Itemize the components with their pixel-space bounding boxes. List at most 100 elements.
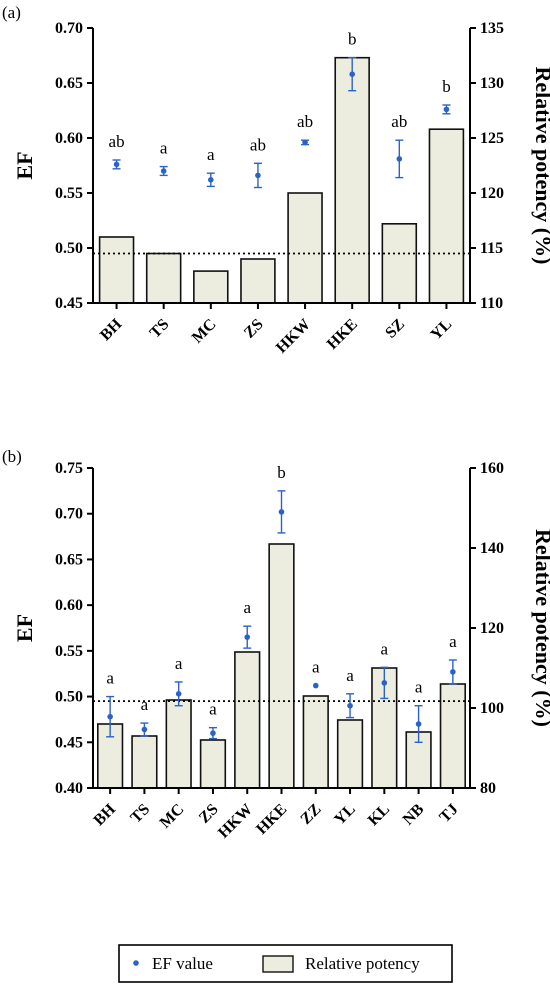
- ef-point: [450, 669, 456, 675]
- right-axis-title: Relative potency (%): [531, 529, 550, 727]
- significance-label: a: [243, 598, 251, 617]
- ef-point: [141, 726, 148, 733]
- significance-label: ab: [391, 112, 407, 131]
- right-tick-label: 100: [480, 700, 504, 717]
- potency-bar: [240, 258, 276, 304]
- legend-ef-marker: [133, 960, 139, 966]
- left-tick-label: 0.70: [55, 506, 83, 523]
- right-tick-label: 135: [480, 20, 504, 37]
- ef-point: [347, 702, 353, 709]
- right-axis-title: Relative potency (%): [531, 67, 550, 265]
- significance-label: a: [175, 654, 183, 673]
- potency-bar: [98, 236, 135, 304]
- left-tick-label: 0.65: [55, 75, 83, 92]
- category-label: ZS: [241, 316, 267, 342]
- significance-label: a: [346, 666, 354, 685]
- potency-bar: [287, 192, 323, 304]
- category-label: TS: [147, 316, 173, 342]
- category-label: HKE: [324, 316, 361, 353]
- left-tick-label: 0.55: [55, 643, 83, 660]
- category-label: KL: [365, 801, 393, 829]
- ef-point: [113, 161, 120, 168]
- left-tick-label: 0.60: [55, 597, 83, 614]
- category-label: BH: [97, 315, 126, 344]
- category-label: SZ: [382, 316, 408, 342]
- left-tick-label: 0.50: [55, 689, 83, 706]
- category-label: TS: [127, 801, 153, 827]
- potency-bar: [334, 56, 370, 304]
- ef-point: [302, 139, 308, 146]
- panel-b: (b) a a a a a b a a a a a 0.40 0.45 0.50 0.55 0.60 0.65 0.…: [2, 447, 550, 842]
- legend: EF value Relative potency: [118, 944, 453, 983]
- right-tick-label: 125: [480, 130, 504, 147]
- significance-label: ab: [250, 135, 266, 154]
- significance-label: a: [207, 145, 215, 164]
- significance-label: b: [277, 463, 286, 482]
- potency-bar: [165, 699, 192, 789]
- left-tick-label: 0.45: [55, 295, 83, 312]
- ef-point: [396, 156, 403, 162]
- ef-point: [255, 172, 261, 179]
- legend-potency-marker: [262, 955, 294, 973]
- ef-point: [244, 634, 251, 640]
- ef-point: [210, 730, 216, 736]
- left-tick-label: 0.70: [55, 20, 83, 37]
- ef-point: [208, 177, 214, 183]
- left-tick-label: 0.55: [55, 185, 83, 202]
- potency-bar: [302, 695, 329, 789]
- right-tick-label: 140: [480, 540, 504, 557]
- significance-label: b: [442, 77, 451, 96]
- potency-bar: [199, 739, 227, 789]
- left-tick-label: 0.50: [55, 240, 83, 257]
- potency-bar: [145, 252, 182, 304]
- legend-ef-label: EF value: [152, 954, 213, 973]
- potency-bar: [428, 128, 465, 304]
- significance-label: a: [209, 700, 217, 719]
- ef-point: [278, 509, 285, 515]
- significance-label: a: [415, 678, 423, 697]
- panel-label: (b): [2, 447, 22, 466]
- category-label: NB: [400, 801, 428, 829]
- left-axis-title: EF: [12, 151, 37, 179]
- right-tick-label: 130: [480, 75, 504, 92]
- category-label: ZZ: [297, 801, 324, 828]
- ef-point: [160, 168, 167, 174]
- left-tick-label: 0.45: [55, 734, 83, 751]
- panel-label: (a): [2, 3, 21, 22]
- ef-point: [443, 106, 450, 113]
- right-tick-label: 110: [480, 295, 503, 312]
- potency-bar: [234, 651, 261, 789]
- right-tick-label: 80: [480, 780, 496, 797]
- potency-bar: [439, 683, 467, 789]
- significance-label: a: [449, 632, 457, 651]
- ef-point: [381, 680, 388, 686]
- significance-label: ab: [109, 132, 125, 151]
- potency-bar: [131, 735, 158, 789]
- right-tick-label: 160: [480, 460, 504, 477]
- right-tick-label: 115: [480, 240, 503, 257]
- significance-label: a: [141, 695, 149, 714]
- category-label: TJ: [436, 801, 461, 826]
- significance-label: ab: [297, 112, 313, 131]
- potency-bar: [268, 543, 295, 789]
- significance-label: a: [160, 139, 168, 158]
- left-tick-label: 0.40: [55, 780, 83, 797]
- ef-point: [312, 682, 319, 689]
- category-label: MC: [157, 801, 188, 832]
- category-label: HKW: [273, 316, 314, 357]
- category-label: MC: [189, 316, 220, 347]
- ef-point: [349, 71, 355, 77]
- panel-a: (a) ab a a ab ab b ab b 0.45 0.50 0.55 0.60 0.65 0.70 1…: [2, 3, 550, 357]
- ef-point: [175, 691, 182, 697]
- significance-label: a: [106, 669, 114, 688]
- significance-label: a: [381, 639, 389, 658]
- category-label: BH: [91, 800, 120, 829]
- potency-bar: [381, 223, 418, 304]
- category-label: ZS: [196, 801, 222, 827]
- right-tick-label: 120: [480, 620, 504, 637]
- legend-potency-label: Relative potency: [305, 954, 420, 973]
- ef-point: [415, 721, 422, 727]
- category-label: YL: [331, 801, 359, 829]
- right-tick-label: 120: [480, 185, 504, 202]
